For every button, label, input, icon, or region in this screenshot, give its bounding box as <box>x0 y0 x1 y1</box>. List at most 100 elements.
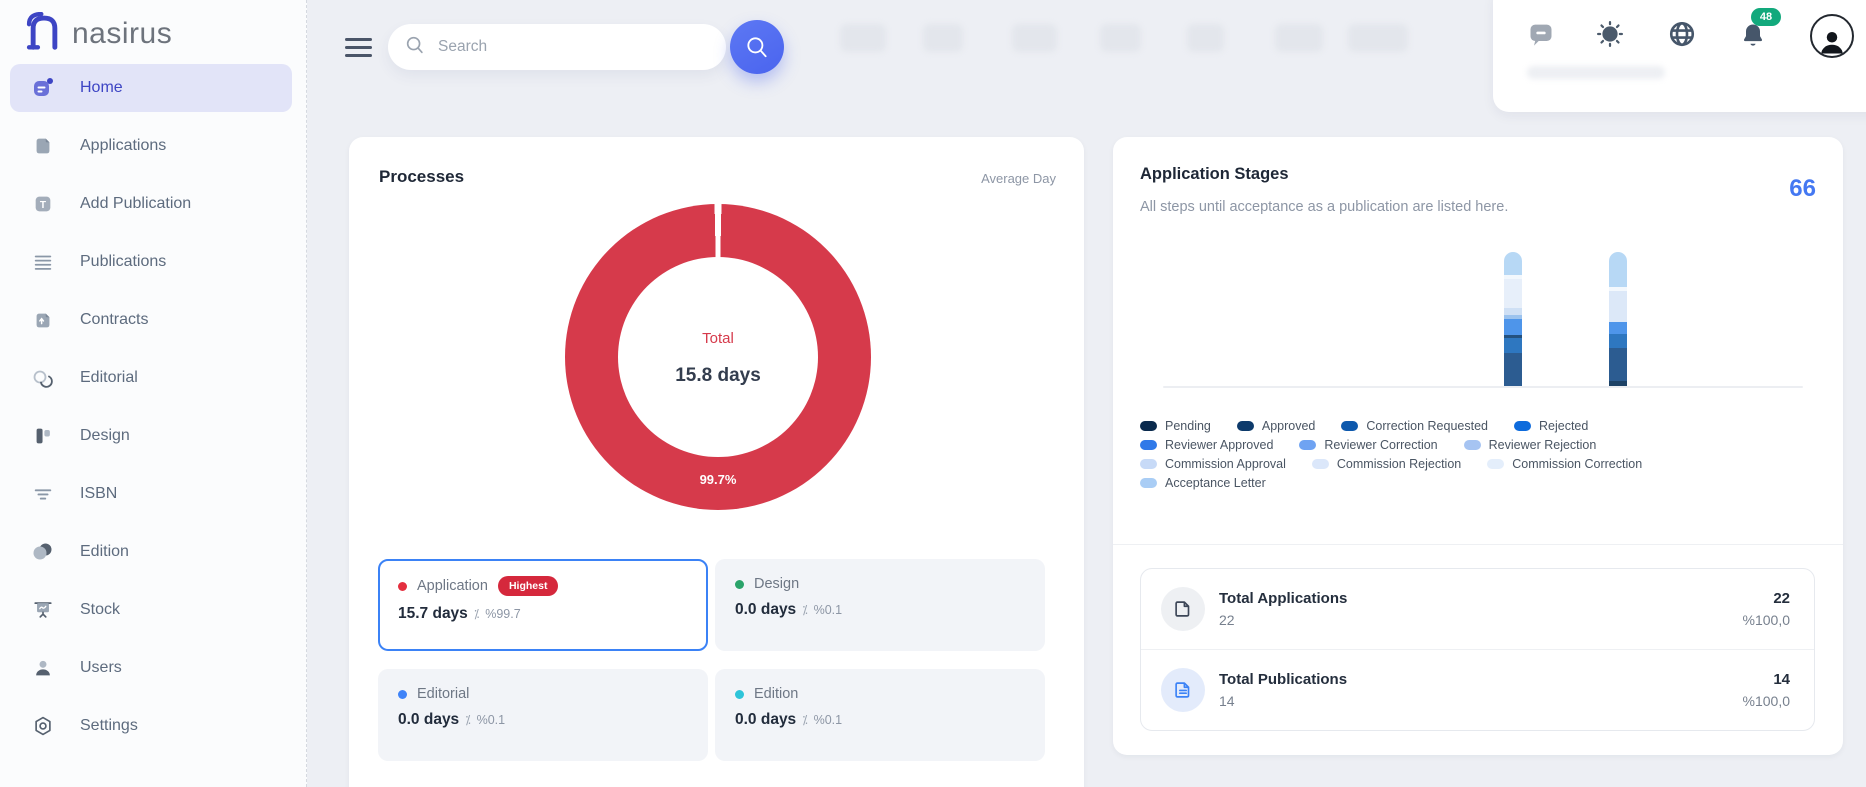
text-box-icon: T <box>30 191 56 217</box>
legend-swatch <box>1487 459 1505 469</box>
skeleton-chip <box>1275 24 1323 52</box>
design-dot <box>735 579 744 589</box>
chat-icon[interactable] <box>1527 20 1555 53</box>
sidebar-item-stock[interactable]: Stock <box>10 586 292 634</box>
skeleton-chip <box>1187 24 1224 52</box>
sidebar-item-label: Applications <box>80 137 167 154</box>
sidebar-item-add-publication[interactable]: T Add Publication <box>10 180 292 228</box>
file-upload-icon <box>30 307 56 333</box>
percent-icon: ⁒ <box>802 713 808 727</box>
application-stages-card: Application Stages 66 All steps until ac… <box>1113 137 1843 755</box>
sidebar: nasirus Home Applications T Add Publicat… <box>0 0 307 787</box>
layout-icon <box>30 423 56 449</box>
legend-item[interactable]: Correction Requested <box>1341 419 1488 433</box>
tile-application[interactable]: Application Highest 15.7 days ⁒ %99.7 <box>378 559 708 651</box>
legend-item[interactable]: Reviewer Correction <box>1299 438 1438 452</box>
tile-pct: %0.1 <box>813 603 843 617</box>
stage-legend: Pending Approved Correction Requested Rejec… <box>1140 419 1642 490</box>
stacked-bar-applications <box>1504 252 1522 386</box>
skeleton-chip <box>923 24 963 52</box>
tile-edition[interactable]: Edition 0.0 days ⁒ %0.1 <box>715 669 1045 761</box>
legend-label: Correction Requested <box>1366 419 1488 433</box>
skeleton-line <box>1527 66 1665 79</box>
sidebar-item-users[interactable]: Users <box>10 644 292 692</box>
skeleton-chip <box>840 24 886 52</box>
total-value: 14 <box>1773 671 1790 688</box>
avatar[interactable] <box>1810 14 1854 58</box>
legend-item[interactable]: Rejected <box>1514 419 1588 433</box>
legend-label: Acceptance Letter <box>1165 476 1266 490</box>
legend-swatch <box>1341 421 1359 431</box>
totals-panel: Total Applications 22 22 %100,0 Total Pu… <box>1140 568 1815 731</box>
sun-icon[interactable] <box>1595 19 1625 54</box>
stages-total-count: 66 <box>1789 175 1816 202</box>
legend-item[interactable]: Commission Rejection <box>1311 457 1462 471</box>
total-sub: 22 <box>1219 612 1235 628</box>
sidebar-item-home[interactable]: Home <box>10 64 292 112</box>
search-bar[interactable] <box>388 24 726 70</box>
sidebar-item-settings[interactable]: Settings <box>10 702 292 750</box>
legend-swatch <box>1140 440 1157 450</box>
legend-item[interactable]: Reviewer Approved <box>1140 438 1273 452</box>
legend-label: Approved <box>1261 419 1316 433</box>
legend-item[interactable]: Reviewer Rejection <box>1463 438 1596 452</box>
globe-icon[interactable] <box>1667 19 1697 54</box>
logo-text: nasirus <box>72 16 173 50</box>
search-icon <box>404 34 426 61</box>
bell-icon[interactable] <box>1739 21 1767 54</box>
menu-toggle-icon[interactable] <box>345 38 372 62</box>
sidebar-nav: Home Applications T Add Publication Publ… <box>10 64 292 750</box>
legend-label: Commission Rejection <box>1336 457 1462 471</box>
total-publications-row: Total Publications 14 14 %100,0 <box>1141 649 1814 730</box>
chart-axis <box>1163 386 1803 388</box>
sidebar-item-applications[interactable]: Applications <box>10 122 292 170</box>
tile-pct: %0.1 <box>813 713 843 727</box>
tile-editorial[interactable]: Editorial 0.0 days ⁒ %0.1 <box>378 669 708 761</box>
skeleton-chip <box>1100 24 1141 52</box>
file-text-icon <box>1161 668 1205 712</box>
user-icon <box>30 655 56 681</box>
sidebar-item-editorial[interactable]: Editorial <box>10 354 292 402</box>
legend-item[interactable]: Commission Correction <box>1487 457 1642 471</box>
logo-icon <box>26 11 62 55</box>
tile-design[interactable]: Design 0.0 days ⁒ %0.1 <box>715 559 1045 651</box>
legend-label: Commission Approval <box>1165 457 1286 471</box>
sidebar-item-publications[interactable]: Publications <box>10 238 292 286</box>
divider <box>1113 544 1843 545</box>
list-icon <box>30 249 56 275</box>
file-icon <box>1161 587 1205 631</box>
tile-days: 0.0 days <box>398 711 460 728</box>
sidebar-item-label: Design <box>80 427 130 444</box>
search-submit-button[interactable] <box>730 20 784 74</box>
percent-icon: ⁒ <box>465 713 471 727</box>
tile-name: Design <box>754 576 800 592</box>
sidebar-item-label: Stock <box>80 601 121 618</box>
legend-swatch <box>1299 440 1317 450</box>
sidebar-item-isbn[interactable]: ISBN <box>10 470 292 518</box>
sidebar-item-label: ISBN <box>80 485 118 502</box>
total-sub: 14 <box>1219 693 1235 709</box>
application-dot <box>398 581 407 591</box>
tile-name: Edition <box>754 686 799 702</box>
search-input[interactable] <box>436 37 680 57</box>
skeleton-chip <box>1348 24 1408 52</box>
total-value: 22 <box>1773 590 1790 607</box>
legend-item[interactable]: Approved <box>1236 419 1316 433</box>
sidebar-item-design[interactable]: Design <box>10 412 292 460</box>
legend-swatch <box>1311 459 1329 469</box>
tile-name: Editorial <box>417 686 470 702</box>
sidebar-item-label: Publications <box>80 253 167 270</box>
logo[interactable]: nasirus <box>26 11 173 55</box>
sidebar-item-edition[interactable]: Edition <box>10 528 292 576</box>
sidebar-item-label: Contracts <box>80 311 149 328</box>
percent-icon: ⁒ <box>473 607 480 621</box>
donut-slice-label: 99.7% <box>699 472 737 487</box>
legend-item[interactable]: Acceptance Letter <box>1140 476 1266 490</box>
legend-item[interactable]: Pending <box>1140 419 1211 433</box>
sidebar-item-contracts[interactable]: Contracts <box>10 296 292 344</box>
sidebar-item-label: Users <box>80 659 122 676</box>
sidebar-item-label: Edition <box>80 543 129 560</box>
skeleton-chip <box>1012 24 1057 52</box>
legend-swatch <box>1140 421 1157 431</box>
legend-item[interactable]: Commission Approval <box>1140 457 1286 471</box>
